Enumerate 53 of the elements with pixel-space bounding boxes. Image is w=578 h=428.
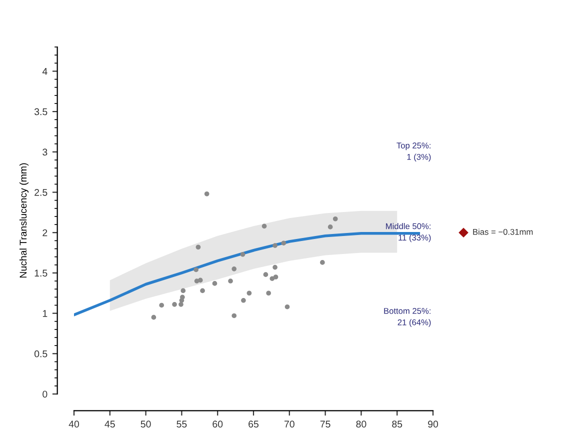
annotation: Top 25%: 1 (3%)	[396, 142, 431, 162]
point	[196, 244, 201, 250]
point	[284, 304, 290, 310]
x-tick-label: 40	[68, 420, 80, 428]
point	[178, 302, 184, 307]
y-tick-label: 2	[42, 229, 48, 236]
point	[228, 278, 233, 284]
point	[332, 216, 338, 222]
x-tick-label: 85	[392, 420, 402, 428]
x-tick-label: 80	[356, 420, 366, 428]
y-axis-title: Nuchal Translucency (mm)	[19, 163, 29, 278]
y-tick-label: 1.5	[34, 270, 48, 277]
annotation: Bottom 25%: 21 (64%)	[384, 308, 431, 327]
point	[194, 267, 198, 272]
y-tick-label: 0.5	[34, 350, 48, 358]
point	[180, 288, 186, 294]
x-tick-label: 65	[248, 420, 258, 428]
y-tick-label: 4	[42, 68, 48, 75]
annotation: Middle 50%: 11 (33%)	[386, 223, 431, 242]
point	[246, 290, 252, 296]
point	[240, 252, 246, 257]
y-tick-label: 3.5	[34, 108, 48, 116]
point	[159, 302, 164, 308]
x-tick-label: 45	[104, 420, 115, 428]
point	[204, 191, 210, 196]
point	[198, 278, 203, 283]
y-tick-label: 0	[42, 390, 48, 398]
text: Bias = −0.31mm	[473, 228, 533, 235]
y-tick-label: 3	[42, 148, 48, 156]
point	[262, 224, 267, 229]
x-tick-label: 70	[284, 420, 294, 428]
point	[200, 288, 205, 294]
y-tick-label: 1	[42, 310, 48, 317]
point	[272, 243, 278, 248]
x-tick-label: 50	[140, 420, 151, 428]
point	[151, 314, 156, 320]
point	[281, 240, 286, 246]
point	[232, 313, 237, 318]
x-tick-label: 75	[320, 420, 330, 428]
x-tick-label: 55	[176, 420, 187, 428]
point	[172, 302, 177, 307]
point	[232, 266, 237, 272]
y-tick-label: 2.5	[34, 188, 48, 196]
point	[266, 290, 271, 296]
point	[320, 260, 325, 265]
x-tick-label: 90	[428, 420, 438, 428]
point	[272, 264, 278, 270]
point	[241, 298, 246, 303]
point	[263, 272, 268, 277]
x-tick-label: 60	[212, 420, 223, 428]
point	[212, 281, 218, 286]
point	[328, 224, 333, 230]
point	[273, 274, 278, 280]
